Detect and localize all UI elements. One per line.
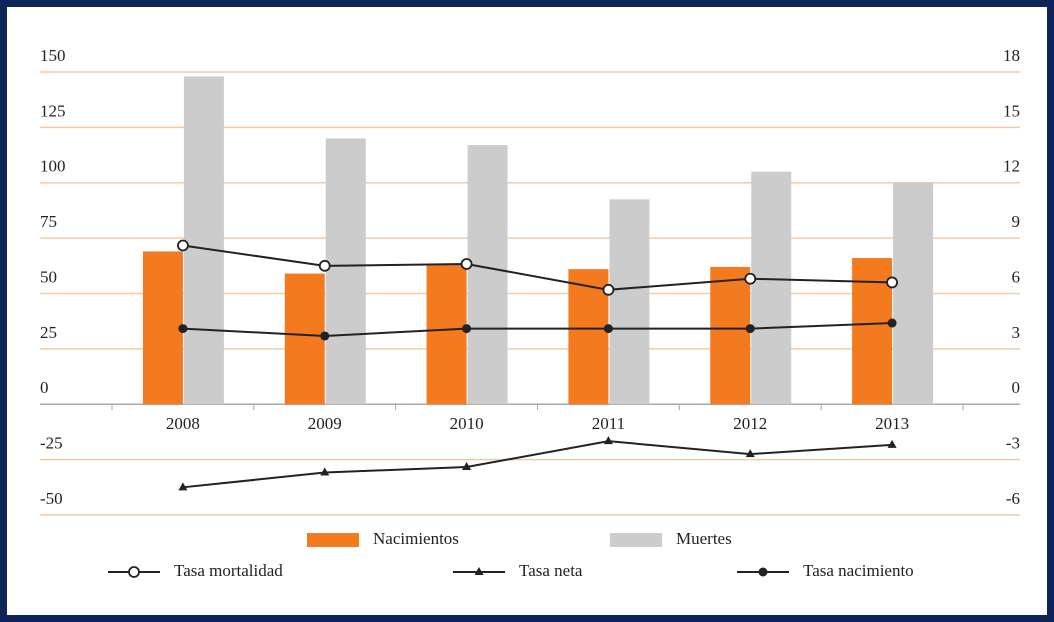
bar: [183, 76, 224, 405]
line-marker: [318, 259, 331, 272]
line-marker: [602, 283, 615, 296]
bar: [325, 138, 366, 405]
bar: [852, 258, 893, 405]
line-marker: [603, 324, 613, 334]
x-tick-label: 2008: [166, 414, 200, 433]
bar: [568, 269, 609, 405]
x-tick-label: 2010: [450, 414, 484, 433]
bar: [467, 145, 508, 405]
y-tick-label: -50: [40, 489, 63, 508]
x-tick-label: 2011: [592, 414, 625, 433]
y2-tick-label: 0: [1012, 378, 1021, 397]
legend-label: Tasa mortalidad: [174, 561, 283, 580]
legend-label: Tasa nacimiento: [803, 561, 914, 580]
y2-tick-label: 15: [1003, 101, 1020, 120]
y-tick-label: 25: [40, 323, 57, 342]
line-marker: [887, 439, 897, 448]
bar: [284, 273, 325, 405]
line: [182, 244, 893, 291]
bar: [609, 199, 650, 405]
y2-tick-label: -6: [1006, 489, 1020, 508]
line-marker: [887, 318, 897, 328]
line-marker: [320, 467, 330, 476]
line: [182, 440, 893, 489]
legend-swatch: [307, 533, 359, 547]
line-marker: [462, 462, 472, 471]
x-tick-label: 2009: [308, 414, 342, 433]
legend-label: Muertes: [676, 529, 732, 548]
legend-marker: [474, 567, 484, 575]
y-tick-label: -25: [40, 434, 63, 453]
legend-label: Nacimientos: [373, 529, 459, 548]
y2-tick-label: 12: [1003, 157, 1020, 176]
bar: [426, 264, 467, 405]
y-tick-label: 50: [40, 267, 57, 286]
y2-tick-label: 18: [1003, 46, 1020, 65]
y2-tick-label: 6: [1012, 267, 1021, 286]
legend-swatch: [610, 533, 662, 547]
y-tick-label: 125: [40, 101, 66, 120]
line-marker: [460, 258, 473, 270]
legend-label: Tasa neta: [519, 561, 583, 580]
legend-marker: [128, 566, 140, 578]
x-tick-label: 2013: [875, 414, 909, 433]
bar: [710, 266, 751, 405]
y-tick-label: 0: [40, 378, 49, 397]
x-tick-label: 2012: [733, 414, 767, 433]
bar: [142, 251, 183, 405]
y2-tick-label: -3: [1006, 434, 1020, 453]
y-tick-label: 150: [40, 46, 66, 65]
line-marker: [462, 324, 472, 334]
bar: [893, 182, 934, 405]
line-marker: [603, 436, 613, 445]
line: [182, 322, 893, 337]
line-marker: [178, 324, 188, 334]
line-marker: [178, 482, 188, 491]
y2-tick-label: 9: [1012, 212, 1021, 231]
line-marker: [886, 276, 898, 289]
line-marker: [745, 449, 755, 458]
y2-tick-label: 3: [1012, 323, 1021, 342]
line-marker: [320, 331, 330, 341]
legend-marker: [758, 567, 768, 577]
bar: [751, 171, 792, 405]
line-marker: [744, 272, 757, 285]
y-tick-label: 100: [40, 157, 66, 176]
y-tick-label: 75: [40, 212, 57, 231]
line-marker: [745, 324, 755, 334]
line-marker: [177, 239, 189, 252]
